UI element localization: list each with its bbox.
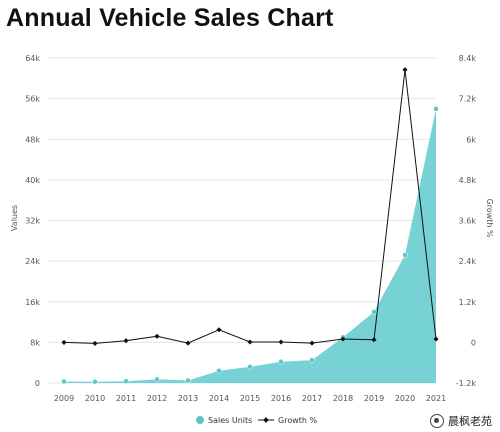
growth-point — [185, 340, 191, 346]
y-tick-label: 48k — [25, 135, 40, 144]
chart-title: Annual Vehicle Sales Chart — [6, 4, 334, 32]
y-tick-label: 16k — [25, 298, 40, 307]
left-axis-title: Values — [10, 205, 19, 231]
y2-tick-label: 3.6k — [459, 217, 477, 226]
x-tick-label: 2017 — [302, 394, 322, 403]
growth-point — [402, 67, 408, 73]
x-tick-label: 2012 — [147, 394, 167, 403]
y-tick-label: 0 — [35, 379, 40, 388]
x-tick-label: 2016 — [271, 394, 291, 403]
legend-sales-label: Sales Units — [208, 416, 252, 425]
growth-point — [340, 336, 346, 342]
growth-point — [433, 336, 439, 342]
sales-point — [402, 252, 408, 258]
growth-point — [309, 340, 315, 346]
growth-point — [61, 339, 67, 345]
sales-points-layer — [61, 106, 439, 385]
legend: Sales Units Growth % — [196, 416, 318, 425]
x-tick-label: 2015 — [240, 394, 260, 403]
sales-point — [185, 377, 191, 384]
x-tick-label: 2014 — [209, 394, 229, 403]
growth-point — [247, 339, 253, 345]
left-axis-ticks: 0 8k 16k 24k 32k 40k 48k 56k 64k — [25, 54, 40, 388]
sales-area-layer — [64, 108, 436, 384]
right-axis-title: Growth % — [485, 198, 494, 238]
x-tick-label: 2010 — [85, 394, 105, 403]
y2-tick-label: -1.2k — [456, 379, 477, 388]
x-tick-label: 2021 — [426, 394, 446, 403]
growth-point — [92, 340, 98, 346]
x-tick-label: 2019 — [364, 394, 384, 403]
wechat-icon — [430, 414, 444, 428]
growth-point — [154, 333, 160, 339]
y2-tick-label: 4.8k — [459, 176, 477, 185]
right-axis-ticks: -1.2k 0 1.2k 2.4k 3.6k 4.8k 6k 7.2k 8.4k — [456, 54, 477, 388]
growth-point — [371, 337, 377, 343]
y-tick-label: 24k — [25, 257, 40, 266]
y2-tick-label: 1.2k — [459, 298, 477, 307]
x-tick-label: 2011 — [116, 394, 136, 403]
growth-point — [278, 339, 284, 345]
sales-area — [64, 108, 436, 384]
sales-point — [92, 378, 98, 385]
sales-point — [371, 309, 377, 315]
legend-growth-label: Growth % — [278, 416, 318, 425]
growth-point — [216, 327, 222, 333]
x-tick-label: 2018 — [333, 394, 353, 403]
y-tick-label: 64k — [25, 54, 40, 63]
watermark-text: 晨枫老苑 — [448, 415, 492, 428]
sales-point — [433, 106, 439, 112]
sales-point — [309, 357, 315, 363]
watermark: 晨枫老苑 — [430, 413, 492, 429]
growth-point — [123, 338, 129, 344]
x-tick-label: 2009 — [54, 394, 74, 403]
sales-point — [61, 378, 67, 385]
y-tick-label: 8k — [30, 338, 40, 347]
sales-point — [216, 368, 222, 374]
y2-tick-label: 0 — [471, 338, 476, 347]
y-tick-label: 56k — [25, 95, 40, 104]
sales-point — [123, 378, 129, 384]
y2-tick-label: 8.4k — [459, 54, 477, 63]
y2-tick-label: 7.2k — [459, 95, 477, 104]
y-tick-label: 40k — [25, 176, 40, 185]
y2-tick-label: 6k — [466, 135, 476, 144]
x-axis-ticks: 2009 2010 2011 2012 2013 2014 2015 2016 2017 2018… — [54, 394, 446, 403]
legend-sales-marker — [196, 416, 204, 424]
sales-point — [247, 364, 253, 370]
sales-point — [278, 358, 284, 365]
x-tick-label: 2020 — [395, 394, 415, 403]
y-tick-label: 32k — [25, 217, 40, 226]
y2-tick-label: 2.4k — [459, 257, 477, 266]
growth-line-layer — [61, 67, 439, 346]
sales-point — [154, 376, 160, 383]
x-tick-label: 2013 — [178, 394, 198, 403]
legend-growth-marker-diamond — [263, 417, 269, 423]
